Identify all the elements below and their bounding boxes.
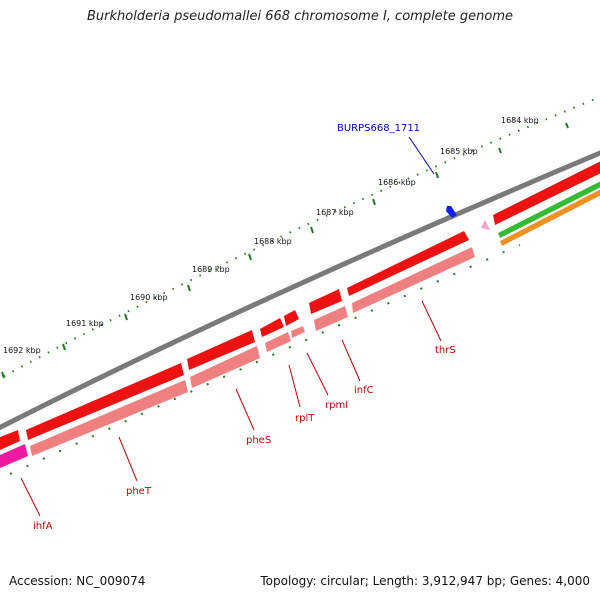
cds-infC xyxy=(309,289,342,314)
chromosome-backbone xyxy=(0,150,600,431)
accession-text: Accession: NC_009074 xyxy=(9,574,146,588)
gene-label-ihfA: ihfA xyxy=(33,521,53,532)
gene-label-infC: infC xyxy=(354,385,374,396)
map-title: Burkholderia pseudomallei 668 chromosome… xyxy=(86,9,514,24)
locus-label: BURPS668_1711 xyxy=(337,123,420,134)
cds-pheS xyxy=(187,330,255,370)
scale-label: 1686 kbp xyxy=(378,178,416,187)
locus-arrow xyxy=(446,206,457,218)
scale-label: 1689 kbp xyxy=(192,265,230,274)
green-track xyxy=(498,181,600,238)
trna-light-marker xyxy=(481,220,490,230)
cds-rpmI xyxy=(284,310,299,326)
cds-ihfA xyxy=(0,430,20,450)
cds-track xyxy=(0,161,600,450)
scale-label: 1684 kbp xyxy=(501,116,539,125)
gene-track xyxy=(30,247,475,456)
scale-label: 1692 kbp xyxy=(3,346,41,355)
gene-label-pheT: pheT xyxy=(126,486,152,497)
gene-label-rpmI: rpmI xyxy=(325,400,348,411)
cds-rplT xyxy=(260,318,284,337)
orange-track xyxy=(500,189,600,246)
trna-ihfA xyxy=(0,444,28,468)
cds-right xyxy=(493,161,600,225)
scale-label: 1685 kbp xyxy=(440,147,478,156)
cds-thrS xyxy=(347,231,469,296)
scale-ticks xyxy=(1,122,569,379)
cds-pheT xyxy=(26,363,184,440)
scale-label: 1690 kbp xyxy=(130,293,168,302)
locus-leader-line xyxy=(408,136,435,175)
gene-label-pheS: pheS xyxy=(246,435,271,446)
gene-label-rplT: rplT xyxy=(295,413,315,424)
scale-label: 1691 kbp xyxy=(66,319,104,328)
genome-stats-text: Topology: circular; Length: 3,912,947 bp… xyxy=(260,574,590,588)
scale-label: 1687 kbp xyxy=(316,208,354,217)
scale-label: 1688 kbp xyxy=(254,237,292,246)
gene-label-thrS: thrS xyxy=(435,345,456,356)
gene-leader-lines xyxy=(20,300,442,517)
